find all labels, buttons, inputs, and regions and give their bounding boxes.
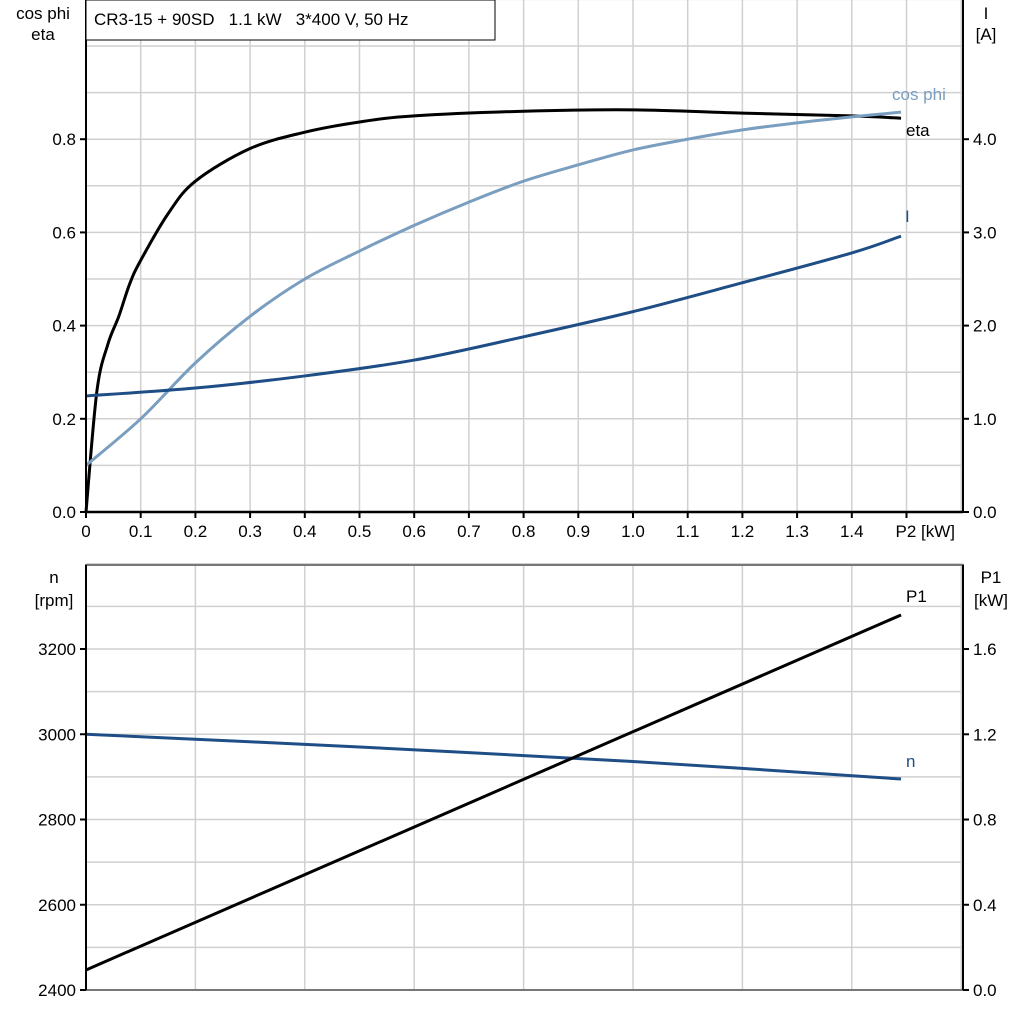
x-tick-label: 0.7 (457, 522, 481, 541)
series-label-p1: P1 (906, 587, 927, 606)
y-tick-label-left: 0.4 (52, 317, 76, 336)
series-line-n (85, 732, 902, 781)
x-tick-label: 1.3 (785, 522, 809, 541)
title-box (85, 0, 496, 41)
x-tick-label: 0.6 (402, 522, 426, 541)
y-left-label-cosphi: cos phi (16, 4, 70, 23)
y-tick-label-left: 2800 (38, 811, 76, 830)
y-tick-label-right: 1.2 (973, 725, 997, 744)
series-label-n: n (906, 752, 915, 771)
x-tick-label: 1.4 (840, 522, 864, 541)
tick-labels: 0 0.1 0.2 0.3 0.4 0.5 0.6 0.7 0.8 0.9 1.0 1.1 1.2 1.3… (38, 130, 996, 1000)
y-left-label-eta: eta (31, 25, 55, 44)
x-tick-label: 0.4 (293, 522, 317, 541)
curves (84, 108, 902, 972)
y-tick-label-right: 0.8 (973, 811, 997, 830)
x-tick-label: 0.9 (566, 522, 590, 541)
y-tick-label-left: 3000 (38, 725, 76, 744)
series-line-cos-phi (85, 110, 902, 467)
y-right-label-a: [A] (976, 25, 997, 44)
y-tick-label-right: 3.0 (973, 223, 997, 242)
y-right-label-i: I (984, 4, 989, 23)
y-right-label-kw: [kW] (974, 591, 1008, 610)
bottom-grid (86, 563, 963, 990)
series-line-I (85, 234, 902, 398)
y-tick-label-right: 4.0 (973, 130, 997, 149)
y-tick-label-left: 0.0 (52, 503, 76, 522)
y-tick-label-right: 0.4 (973, 896, 997, 915)
series-line-eta (84, 108, 902, 513)
x-tick-label: 0.3 (238, 522, 262, 541)
y-tick-label-left: 0.2 (52, 410, 76, 429)
series-label-i: I (905, 207, 910, 226)
y-tick-label-left: 0.8 (52, 130, 76, 149)
x-tick-label: 0.8 (512, 522, 536, 541)
x-tick-label: 1.1 (676, 522, 700, 541)
y-tick-label-left: 2600 (38, 896, 76, 915)
x-tick-label: 0.5 (348, 522, 372, 541)
series-label-cosphi: cos phi (892, 85, 946, 104)
x-tick-label: 0.2 (184, 522, 208, 541)
x-axis-label: P2 [kW] (895, 522, 955, 541)
chart-title: CR3-15 + 90SD 1.1 kW 3*400 V, 50 Hz (94, 10, 409, 29)
top-grid (86, 0, 963, 512)
y-left-label-rpm: [rpm] (35, 591, 74, 610)
y-tick-label-left: 3200 (38, 640, 76, 659)
y-tick-label-right: 2.0 (973, 317, 997, 336)
y-tick-label-right: 1.6 (973, 640, 997, 659)
x-tick-label: 0.1 (129, 522, 153, 541)
y-right-label-p1: P1 (981, 568, 1002, 587)
y-tick-label-left: 2400 (38, 981, 76, 1000)
y-tick-label-right: 0.0 (973, 981, 997, 1000)
x-tick-label: 1.2 (731, 522, 755, 541)
x-tick-label: 1.0 (621, 522, 645, 541)
y-tick-label-left: 0.6 (52, 223, 76, 242)
y-tick-label-right: 0.0 (973, 503, 997, 522)
series-label-eta: eta (906, 121, 930, 140)
x-tick-label: 0 (81, 522, 90, 541)
y-left-label-n: n (49, 568, 58, 587)
axes (80, 0, 969, 991)
series-line-P1 (85, 613, 902, 972)
y-tick-label-right: 1.0 (973, 410, 997, 429)
